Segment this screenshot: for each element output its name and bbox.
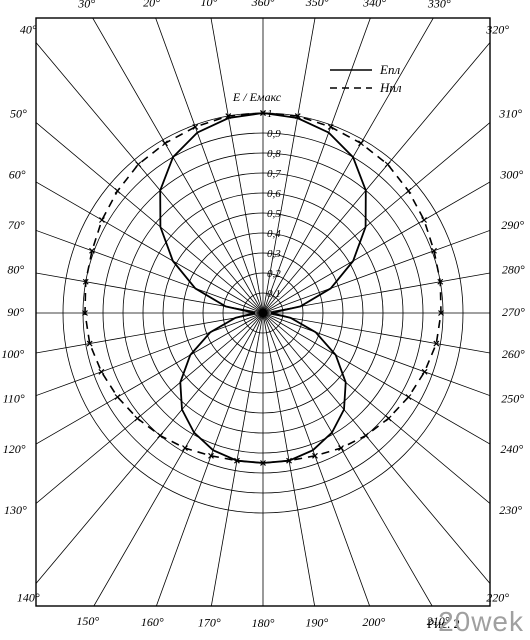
svg-text:220°: 220° bbox=[486, 591, 509, 605]
svg-text:Hпл: Hпл bbox=[379, 80, 402, 95]
svg-text:160°: 160° bbox=[141, 615, 164, 629]
svg-text:280°: 280° bbox=[502, 263, 525, 277]
svg-text:260°: 260° bbox=[502, 347, 525, 361]
svg-text:0,1: 0,1 bbox=[267, 288, 281, 300]
svg-text:330°: 330° bbox=[427, 0, 451, 11]
svg-text:0,4: 0,4 bbox=[267, 228, 281, 240]
svg-text:40°: 40° bbox=[20, 22, 37, 36]
svg-text:90°: 90° bbox=[7, 305, 24, 319]
svg-text:270°: 270° bbox=[502, 305, 525, 319]
svg-text:0,2: 0,2 bbox=[267, 268, 281, 280]
svg-text:190°: 190° bbox=[305, 616, 328, 630]
svg-text:0,5: 0,5 bbox=[267, 208, 281, 220]
svg-text:110°: 110° bbox=[3, 391, 25, 405]
svg-text:30°: 30° bbox=[77, 0, 95, 11]
svg-text:320°: 320° bbox=[485, 22, 509, 36]
svg-text:70°: 70° bbox=[8, 218, 25, 232]
svg-text:20°: 20° bbox=[143, 0, 160, 10]
svg-text:230°: 230° bbox=[499, 503, 522, 517]
svg-text:100°: 100° bbox=[1, 347, 24, 361]
svg-text:130°: 130° bbox=[4, 503, 27, 517]
svg-text:Eпл: Eпл bbox=[379, 62, 400, 77]
svg-text:0,3: 0,3 bbox=[267, 248, 281, 260]
svg-text:80°: 80° bbox=[7, 263, 24, 277]
svg-text:240°: 240° bbox=[500, 442, 523, 456]
svg-text:0,9: 0,9 bbox=[267, 128, 281, 140]
svg-text:350°: 350° bbox=[305, 0, 329, 9]
svg-text:E / Eмакс: E / Eмакс bbox=[232, 90, 282, 104]
svg-text:10°: 10° bbox=[200, 0, 217, 9]
svg-text:150°: 150° bbox=[76, 614, 99, 628]
svg-text:50°: 50° bbox=[10, 107, 27, 121]
svg-text:1: 1 bbox=[267, 108, 273, 120]
svg-text:0,6: 0,6 bbox=[267, 188, 281, 200]
watermark: 20wek bbox=[438, 606, 524, 638]
svg-text:120°: 120° bbox=[3, 442, 26, 456]
svg-text:60°: 60° bbox=[9, 168, 26, 182]
svg-text:140°: 140° bbox=[17, 591, 40, 605]
svg-text:300°: 300° bbox=[499, 168, 523, 182]
svg-text:0,7: 0,7 bbox=[267, 168, 281, 180]
svg-text:290°: 290° bbox=[501, 218, 524, 232]
svg-text:310°: 310° bbox=[498, 107, 522, 121]
svg-text:170°: 170° bbox=[198, 616, 221, 630]
svg-text:180°: 180° bbox=[252, 616, 275, 630]
svg-text:0,8: 0,8 bbox=[267, 148, 281, 160]
svg-text:340°: 340° bbox=[362, 0, 386, 10]
svg-text:360°: 360° bbox=[251, 0, 275, 9]
svg-text:200°: 200° bbox=[362, 615, 385, 629]
svg-text:250°: 250° bbox=[501, 391, 524, 405]
polar-chart: 0,1 0,2 0,3 0,4 0,5 0,6 0,7 0,8 0,9 1 E / Eмакс 360… bbox=[0, 0, 530, 640]
